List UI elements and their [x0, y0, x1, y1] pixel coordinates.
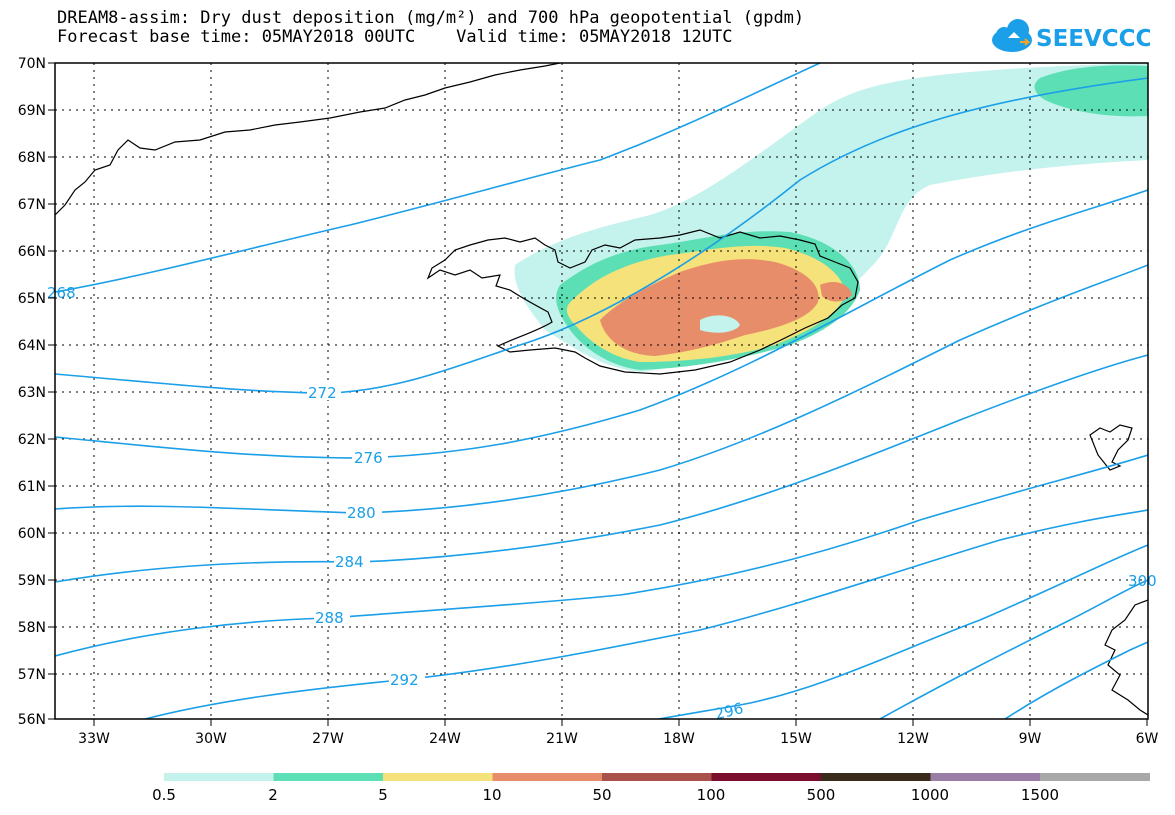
latitude-labels: 70N 69N 68N 67N 66N 65N 64N 63N 62N 61N … — [18, 56, 46, 728]
colorbar-swatch — [164, 773, 274, 781]
lon-label: 6W — [1136, 731, 1159, 747]
colorbar-swatch — [821, 773, 931, 781]
lat-label: 64N — [18, 338, 46, 354]
colorbar-label: 1000 — [910, 786, 950, 804]
contour-label: 284 — [335, 553, 364, 571]
lon-label: 30W — [195, 731, 227, 747]
contour-300b — [1004, 641, 1148, 719]
lat-label: 70N — [18, 56, 46, 72]
contour-300 — [879, 579, 1148, 719]
lat-label: 58N — [18, 620, 46, 636]
logo-text: SEEVCCC — [1036, 26, 1150, 52]
seevccc-logo: SEEVCCC — [992, 19, 1150, 52]
colorbar-label: 10 — [482, 786, 502, 804]
contour-label: 288 — [315, 609, 344, 627]
iceland-coastline — [426, 229, 859, 375]
greenland-coastline — [55, 63, 561, 216]
scotland-coastline — [1104, 599, 1148, 716]
axis-ticks — [48, 62, 1148, 726]
lat-label: 65N — [18, 291, 46, 307]
dust-shading — [514, 63, 1148, 372]
geopotential-contours — [55, 63, 1148, 719]
map-title: DREAM8-assim: Dry dust deposition (mg/m²… — [57, 8, 805, 28]
colorbar-label: 50 — [592, 786, 612, 804]
lon-label: 15W — [780, 731, 812, 747]
colorbar-label: 100 — [696, 786, 726, 804]
map-frame — [54, 62, 1149, 720]
dust-5-hole — [700, 315, 740, 333]
contour-280 — [55, 264, 1148, 514]
lon-label: 21W — [546, 731, 578, 747]
lat-label: 69N — [18, 103, 46, 119]
lon-label: 12W — [897, 731, 929, 747]
colorbar-label: 2 — [268, 786, 278, 804]
lon-label: 33W — [78, 731, 110, 747]
dust-coast-hotspot — [820, 281, 852, 302]
colorbar-swatch — [1040, 773, 1150, 781]
lat-label: 62N — [18, 432, 46, 448]
lon-label: 24W — [429, 731, 461, 747]
lon-label: 18W — [663, 731, 695, 747]
graticule — [55, 63, 1148, 719]
colorbar-label: 5 — [378, 786, 388, 804]
lat-label: 61N — [18, 479, 46, 495]
lat-label: 63N — [18, 385, 46, 401]
contour-272 — [55, 77, 1148, 394]
colorbar-swatch — [273, 773, 384, 781]
contour-292 — [144, 509, 1148, 719]
colorbar-swatch — [383, 773, 493, 781]
colorbar-swatch — [492, 773, 603, 781]
lat-label: 67N — [18, 197, 46, 213]
colorbar-label: 1500 — [1020, 786, 1060, 804]
lon-label: 9W — [1019, 731, 1042, 747]
colorbar — [164, 773, 1150, 781]
contour-284 — [55, 354, 1148, 583]
colorbar-label: 0.5 — [152, 786, 176, 804]
contour-296 — [654, 544, 1148, 719]
cloud-icon — [992, 19, 1032, 52]
contour-label: 276 — [354, 449, 383, 467]
map-subtitle: Forecast base time: 05MAY2018 00UTC Vali… — [57, 27, 733, 47]
contour-276 — [55, 189, 1148, 459]
lat-label: 66N — [18, 244, 46, 260]
contour-label: 300 — [1128, 572, 1157, 590]
lat-label: 59N — [18, 573, 46, 589]
dust-10-region — [600, 259, 819, 356]
lat-label: 68N — [18, 150, 46, 166]
colorbar-label: 500 — [806, 786, 836, 804]
lat-label: 57N — [18, 667, 46, 683]
contour-288 — [55, 454, 1148, 657]
colorbar-swatch — [711, 773, 822, 781]
lat-label: 56N — [18, 712, 46, 728]
contour-268 — [55, 63, 821, 293]
contour-label: 280 — [347, 504, 376, 522]
colorbar-swatch — [930, 773, 1041, 781]
longitude-labels: 33W 30W 27W 24W 21W 18W 15W 12W 9W 6W — [78, 731, 1158, 747]
lon-label: 27W — [312, 731, 344, 747]
dust-2-blob — [1034, 65, 1148, 117]
faroe-islands — [1089, 424, 1133, 471]
colorbar-swatch — [602, 773, 712, 781]
lat-label: 60N — [18, 526, 46, 542]
contour-label: 272 — [308, 384, 337, 402]
contour-label: 268 — [47, 284, 76, 302]
contour-label: 292 — [390, 671, 419, 689]
